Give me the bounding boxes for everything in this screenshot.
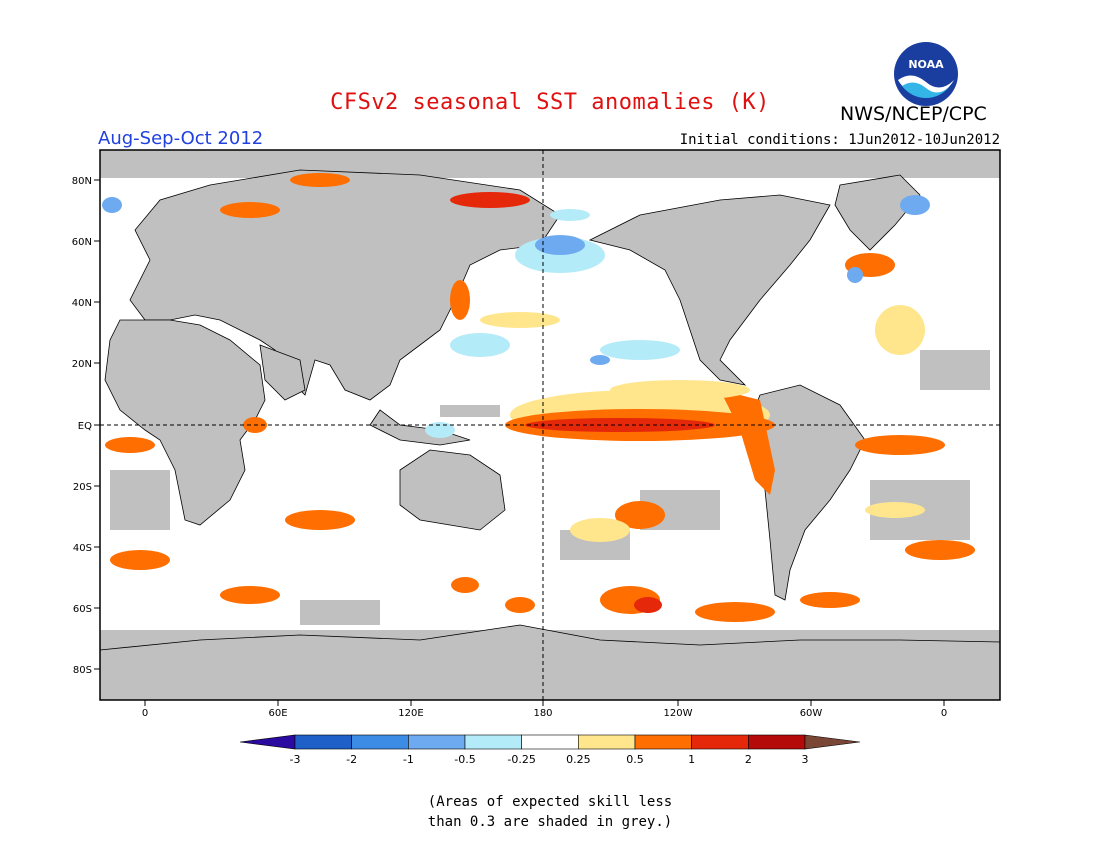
svg-text:180: 180 <box>533 708 552 719</box>
lat-tick-eq: EQ <box>78 421 100 432</box>
colorbar-label: -0.5 <box>454 753 475 766</box>
colorbar-label: -3 <box>290 753 301 766</box>
svg-text:80N: 80N <box>72 176 92 187</box>
lat-tick-20s: 20S <box>73 482 100 493</box>
colorbar-arrow-low <box>239 734 296 750</box>
land-africa <box>104 319 266 526</box>
colorbar-arrow-high <box>804 734 861 750</box>
sst-anomaly-map: 80N 60N 40N 20N EQ 20S 40S 60S 80S 0 60E… <box>72 149 1001 766</box>
svg-text:120E: 120E <box>398 708 423 719</box>
colorbar-swatch <box>634 734 692 750</box>
skill-note-line2: than 0.3 are shaded in grey.) <box>427 814 673 830</box>
colorbar: -3 -2 -1 -0.5 -0.25 0.25 0.5 1 2 3 <box>239 734 861 766</box>
continents <box>99 169 1001 701</box>
lon-tick-180: 180 <box>533 700 553 719</box>
colorbar-label: 0.5 <box>626 753 644 766</box>
lat-tick-40n: 40N <box>72 298 100 309</box>
noaa-logo: NOAA <box>894 42 958 106</box>
svg-text:0: 0 <box>142 708 148 719</box>
cool-anomalies <box>102 195 930 438</box>
season-label: Aug-Sep-Oct 2012 <box>98 128 264 149</box>
lat-tick-80n: 80N <box>72 176 100 187</box>
lat-tick-60s: 60S <box>73 604 100 615</box>
lon-tick-0-east: 0 <box>941 700 947 719</box>
land-arabia <box>259 344 306 401</box>
lon-tick-0: 0 <box>142 700 148 719</box>
lat-tick-40s: 40S <box>73 543 100 554</box>
svg-text:20N: 20N <box>72 359 92 370</box>
lat-axis: 80N 60N 40N 20N EQ 20S 40S 60S 80S <box>72 176 100 676</box>
colorbar-swatch <box>578 734 636 750</box>
skill-note-line1: (Areas of expected skill less <box>427 794 673 810</box>
svg-text:0: 0 <box>941 708 947 719</box>
grey-polar-north <box>100 150 1000 178</box>
colorbar-swatch <box>294 734 352 750</box>
lon-tick-60w: 60W <box>800 700 823 719</box>
svg-text:60E: 60E <box>268 708 287 719</box>
svg-text:20S: 20S <box>73 482 92 493</box>
lat-tick-20n: 20N <box>72 359 100 370</box>
land-north-america <box>588 194 831 386</box>
svg-text:40N: 40N <box>72 298 92 309</box>
colorbar-label: 0.25 <box>566 753 591 766</box>
colorbar-swatch <box>691 734 749 750</box>
svg-text:120W: 120W <box>664 708 693 719</box>
land-greenland <box>834 174 921 251</box>
skill-note: (Areas of expected skill less than 0.3 a… <box>0 792 1100 832</box>
lat-tick-60n: 60N <box>72 237 100 248</box>
colorbar-label: -1 <box>403 753 414 766</box>
colorbar-label: 3 <box>802 753 809 766</box>
colorbar-swatch <box>521 734 579 750</box>
agency-label: NWS/NCEP/CPC <box>840 103 987 125</box>
land-eurasia <box>129 169 561 401</box>
colorbar-swatch <box>408 734 466 750</box>
svg-text:40S: 40S <box>73 543 92 554</box>
lon-tick-120e: 120E <box>398 700 424 719</box>
lon-tick-60e: 60E <box>268 700 288 719</box>
map-title: CFSv2 seasonal SST anomalies (K) <box>330 90 770 115</box>
colorbar-label: -0.25 <box>507 753 535 766</box>
noaa-logo-text: NOAA <box>908 58 944 71</box>
lon-axis: 0 60E 120E 180 120W 60W 0 <box>142 700 947 719</box>
svg-text:60S: 60S <box>73 604 92 615</box>
initial-conditions-label: Initial conditions: 1Jun2012-10Jun2012 <box>679 132 1000 148</box>
colorbar-swatch <box>748 734 806 750</box>
svg-text:60N: 60N <box>72 237 92 248</box>
colorbar-swatch <box>351 734 409 750</box>
land-australia <box>399 449 506 531</box>
colorbar-label: 1 <box>688 753 695 766</box>
lat-tick-80s: 80S <box>73 665 100 676</box>
lon-tick-120w: 120W <box>664 700 693 719</box>
peru-warm <box>720 390 775 495</box>
colorbar-label: 2 <box>745 753 752 766</box>
svg-text:60W: 60W <box>800 708 823 719</box>
colorbar-label: -2 <box>346 753 357 766</box>
warm-anomalies <box>105 173 975 622</box>
svg-text:EQ: EQ <box>78 421 92 432</box>
colorbar-swatch <box>464 734 522 750</box>
svg-text:80S: 80S <box>73 665 92 676</box>
